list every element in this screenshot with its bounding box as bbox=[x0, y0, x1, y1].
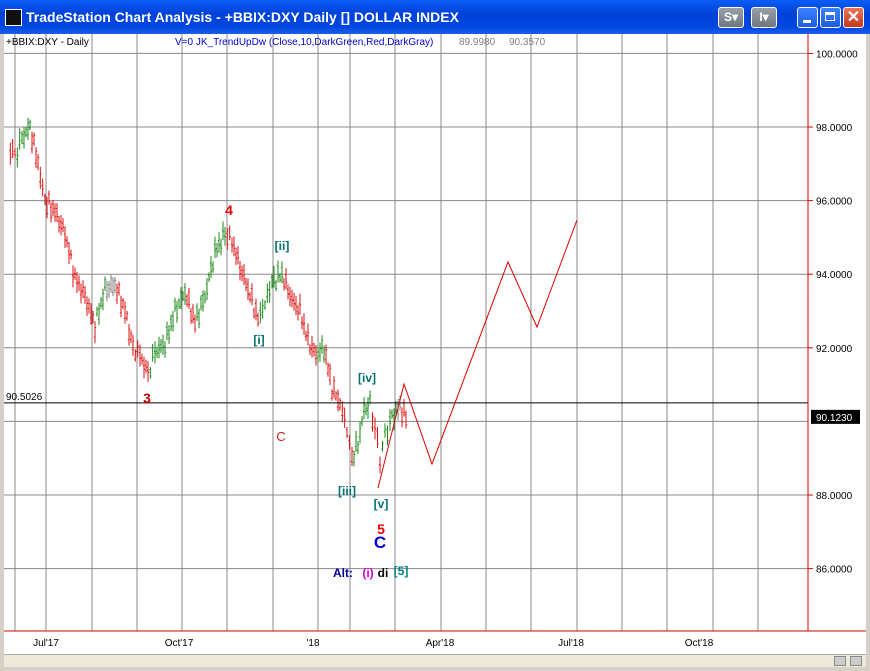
close-button[interactable]: ✕ bbox=[843, 7, 864, 28]
price-chart[interactable]: 90.5026 100.0000 98.0000 96.0000 94.0000 92.… bbox=[4, 34, 866, 666]
title-bar[interactable]: TradeStation Chart Analysis - +BBIX:DXY … bbox=[0, 0, 870, 34]
chart-area[interactable]: 90.5026 100.0000 98.0000 96.0000 94.0000 92.… bbox=[4, 34, 866, 666]
wave-label: [i] bbox=[253, 333, 264, 347]
indicator-label: V=0 JK_TrendUpDw (Close,10,DarkGreen,Red… bbox=[175, 37, 433, 48]
scroll-right-button[interactable] bbox=[850, 656, 862, 666]
maximize-icon bbox=[825, 12, 835, 21]
price-tick-label: 100.0000 bbox=[816, 49, 858, 60]
time-axis-label: Oct'18 bbox=[685, 638, 714, 649]
minimize-button[interactable] bbox=[797, 7, 818, 28]
time-axis-label: Apr'18 bbox=[426, 638, 455, 649]
wave-label: C bbox=[374, 533, 386, 552]
wave-label: 4 bbox=[225, 202, 233, 218]
window-title: TradeStation Chart Analysis - +BBIX:DXY … bbox=[26, 9, 459, 25]
wave-label: Alt: bbox=[333, 566, 353, 580]
price-tick-label: 96.0000 bbox=[816, 197, 853, 208]
last-price-label: 90.1230 bbox=[816, 413, 853, 424]
indicator-value-2: 90.3570 bbox=[509, 37, 546, 48]
time-axis-label: Oct'17 bbox=[165, 638, 194, 649]
price-tick-label: 98.0000 bbox=[816, 123, 853, 134]
price-tick-label: 88.0000 bbox=[816, 491, 853, 502]
symbol-label: +BBIX:DXY - Daily bbox=[6, 37, 89, 48]
wave-label: 5 bbox=[377, 521, 385, 537]
indicator-value-1: 89.9980 bbox=[459, 37, 496, 48]
horizontal-line-value-label: 90.5026 bbox=[6, 392, 43, 403]
time-axis-label: Jul'18 bbox=[558, 638, 584, 649]
wave-label: C bbox=[276, 429, 285, 444]
scroll-left-button[interactable] bbox=[834, 656, 846, 666]
wave-label: [v] bbox=[374, 497, 389, 511]
projection-path bbox=[377, 219, 578, 489]
wave-label: di bbox=[378, 566, 389, 580]
close-icon: ✕ bbox=[846, 9, 861, 26]
wave-label: (i) bbox=[362, 566, 373, 580]
status-strip bbox=[4, 654, 866, 667]
price-tick-label: 94.0000 bbox=[816, 270, 853, 281]
app-icon bbox=[5, 9, 22, 26]
time-axis-label: Jul'17 bbox=[33, 638, 59, 649]
price-tick-label: 86.0000 bbox=[816, 565, 853, 576]
wave-label: [iv] bbox=[358, 371, 376, 385]
wave-label: [ii] bbox=[275, 239, 290, 253]
insert-menu-button[interactable]: I▾ bbox=[751, 7, 777, 28]
wave-label: [5] bbox=[394, 564, 409, 578]
symbol-menu-button[interactable]: S▾ bbox=[718, 7, 744, 28]
last-price-box bbox=[811, 409, 860, 424]
time-axis-label: '18 bbox=[306, 638, 319, 649]
maximize-button[interactable] bbox=[820, 7, 841, 28]
wave-label: 3 bbox=[143, 390, 151, 406]
wave-label: [iii] bbox=[338, 484, 356, 498]
price-tick-label: 92.0000 bbox=[816, 344, 853, 355]
minimize-icon bbox=[803, 20, 811, 23]
